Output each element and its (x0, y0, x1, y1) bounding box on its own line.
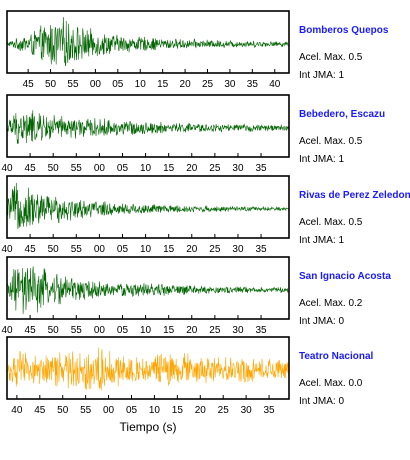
x-tick-label: 25 (209, 325, 221, 336)
x-axis-ticks: 40 45 50 55 00 05 10 15 20 25 30 35 (1, 315, 267, 336)
x-tick-label: 15 (172, 405, 184, 416)
waveform-trace (6, 17, 290, 67)
x-tick-label: 10 (140, 244, 152, 255)
x-tick-label: 55 (71, 244, 83, 255)
plot-frame (6, 94, 290, 158)
int-jma-label: Int JMA: 1 (299, 154, 344, 165)
x-tick-label: 40 (1, 325, 13, 336)
x-tick-label: 35 (255, 325, 267, 336)
x-tick-label: 00 (94, 244, 106, 255)
station-panel: 40 45 50 55 00 05 10 15 20 25 30 35 San Ignacio Acos… (1, 256, 391, 336)
station-name-label: San Ignacio Acosta (299, 271, 391, 282)
x-tick-label: 35 (255, 244, 267, 255)
waveform-trace (6, 347, 290, 391)
x-tick-label: 45 (25, 163, 37, 174)
x-tick-label: 20 (195, 405, 207, 416)
x-tick-label: 25 (218, 405, 230, 416)
x-tick-label: 35 (247, 79, 259, 90)
x-tick-label: 30 (241, 405, 253, 416)
x-tick-label: 45 (23, 79, 35, 90)
acel-max-label: Acel. Max. 0.5 (299, 52, 363, 63)
x-tick-label: 10 (135, 79, 147, 90)
x-tick-label: 50 (57, 405, 69, 416)
x-tick-label: 30 (232, 163, 244, 174)
waveform-trace (6, 182, 290, 229)
x-axis-ticks: 40 45 50 55 00 05 10 15 20 25 30 35 (1, 153, 267, 174)
x-tick-label: 35 (255, 163, 267, 174)
x-tick-label: 05 (112, 79, 124, 90)
plot-frame (6, 336, 290, 400)
x-tick-label: 10 (140, 325, 152, 336)
x-tick-label: 05 (117, 244, 129, 255)
x-tick-label: 50 (48, 163, 60, 174)
x-tick-label: 40 (1, 163, 13, 174)
x-tick-label: 10 (149, 405, 161, 416)
x-axis-ticks: 40 45 50 55 00 05 10 15 20 25 30 35 (1, 234, 267, 255)
acel-max-label: Acel. Max. 0.5 (299, 217, 363, 228)
x-tick-label: 00 (90, 79, 102, 90)
waveform-trace (6, 110, 290, 144)
x-tick-label: 45 (25, 244, 37, 255)
station-panel: 45 50 55 00 05 10 15 20 25 30 35 40 Bomberos Quepos A… (6, 10, 389, 90)
plot-frame (6, 256, 290, 320)
x-tick-label: 50 (48, 325, 60, 336)
int-jma-label: Int JMA: 1 (299, 235, 344, 246)
station-panel: 40 45 50 55 00 05 10 15 20 25 30 35 Rivas de Perez Z… (1, 175, 410, 255)
x-axis-ticks: 40 45 50 55 00 05 10 15 20 25 30 35 (11, 395, 275, 416)
station-name-label: Bebedero, Escazu (299, 109, 385, 120)
acel-max-label: Acel. Max. 0.5 (299, 136, 363, 147)
x-tick-label: 35 (264, 405, 276, 416)
x-tick-label: 25 (209, 244, 221, 255)
x-tick-label: 00 (94, 325, 106, 336)
int-jma-label: Int JMA: 0 (299, 396, 344, 407)
x-tick-label: 20 (180, 79, 192, 90)
x-tick-label: 50 (45, 79, 57, 90)
x-tick-label: 05 (117, 163, 129, 174)
int-jma-label: Int JMA: 1 (299, 70, 344, 81)
x-tick-label: 00 (103, 405, 115, 416)
x-tick-label: 15 (163, 244, 175, 255)
x-tick-label: 25 (202, 79, 214, 90)
x-tick-label: 55 (71, 325, 83, 336)
x-tick-label: 10 (140, 163, 152, 174)
x-tick-label: 55 (71, 163, 83, 174)
x-tick-label: 30 (232, 244, 244, 255)
station-panel: 40 45 50 55 00 05 10 15 20 25 30 35 Teatro Nacional A… (6, 336, 373, 434)
x-tick-label: 30 (224, 79, 236, 90)
x-tick-label: 05 (126, 405, 138, 416)
x-tick-label: 20 (186, 244, 198, 255)
x-tick-label: 55 (67, 79, 79, 90)
int-jma-label: Int JMA: 0 (299, 316, 344, 327)
x-tick-label: 30 (232, 325, 244, 336)
x-tick-label: 55 (80, 405, 92, 416)
x-tick-label: 15 (157, 79, 169, 90)
plot-frame (6, 175, 290, 239)
acel-max-label: Acel. Max. 0.0 (299, 378, 363, 389)
x-tick-label: 15 (163, 325, 175, 336)
x-tick-label: 25 (209, 163, 221, 174)
x-tick-label: 40 (269, 79, 281, 90)
x-tick-label: 45 (34, 405, 46, 416)
x-tick-label: 45 (25, 325, 37, 336)
x-tick-label: 20 (186, 163, 198, 174)
station-name-label: Bomberos Quepos (299, 25, 389, 36)
x-tick-label: 00 (94, 163, 106, 174)
x-tick-label: 40 (11, 405, 23, 416)
station-panel: 40 45 50 55 00 05 10 15 20 25 30 35 Bebedero, Escazu… (1, 94, 385, 174)
plot-frame (6, 10, 290, 74)
x-tick-label: 50 (48, 244, 60, 255)
station-name-label: Rivas de Perez Zeledon (299, 190, 410, 201)
x-tick-label: 15 (163, 163, 175, 174)
x-axis-ticks: 45 50 55 00 05 10 15 20 25 30 35 40 (23, 69, 281, 90)
x-tick-label: 20 (186, 325, 198, 336)
x-tick-label: 40 (1, 244, 13, 255)
waveform-trace (6, 266, 290, 314)
station-name-label: Teatro Nacional (299, 351, 373, 362)
x-tick-label: 05 (117, 325, 129, 336)
x-axis-title: Tiempo (s) (120, 420, 177, 434)
acel-max-label: Acel. Max. 0.2 (299, 298, 363, 309)
